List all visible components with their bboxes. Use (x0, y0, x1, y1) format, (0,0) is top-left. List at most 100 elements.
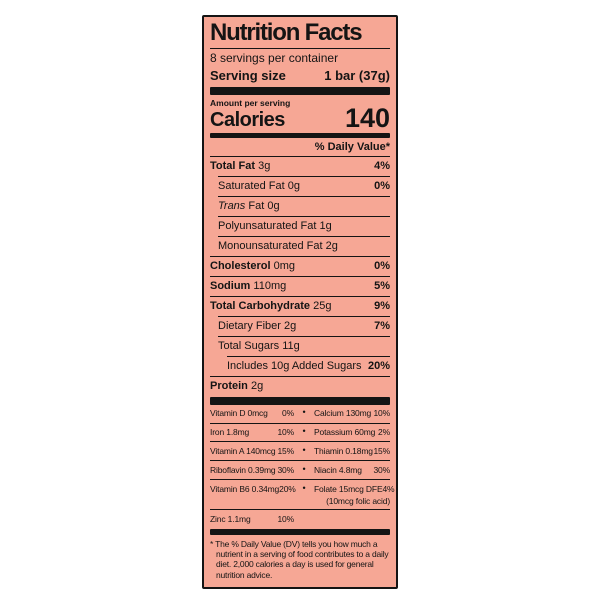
divider (218, 335, 390, 337)
nutrient-dv: 5% (374, 279, 390, 292)
divider (210, 47, 390, 49)
micronutrient-dv: 15% (373, 446, 390, 457)
divider (210, 479, 390, 481)
divider (210, 255, 390, 257)
bullet-separator: • (302, 445, 306, 456)
micronutrient-name: Potassium 60mg (314, 427, 376, 438)
nutrient-row-cholesterol: Cholesterol 0mg 0% (210, 257, 390, 276)
nutrient-amount: 0g (267, 199, 280, 212)
serving-size-value: 1 bar (37g) (324, 67, 390, 83)
nutrient-name: Polyunsaturated Fat (218, 219, 317, 232)
nutrient-row-total-sugars: Total Sugars 11g (210, 337, 390, 356)
nutrient-row-monounsaturated-fat: Monounsaturated Fat 2g (210, 237, 390, 256)
divider (218, 176, 390, 178)
thick-divider-bar (210, 396, 390, 405)
micronutrient-row-vitamin-d-calcium: Vitamin D 0mcg 0% • Calcium 130mg 10% (210, 405, 390, 423)
serving-size-row: Serving size 1 bar (37g) (210, 66, 390, 87)
nutrient-amount: 2g (284, 319, 297, 332)
nutrient-name: Monounsaturated Fat (218, 239, 323, 252)
daily-value-footnote: * The % Daily Value (DV) tells you how m… (210, 538, 389, 580)
nutrient-amount: 3g (258, 159, 271, 172)
nutrient-row-saturated-fat: Saturated Fat 0g 0% (210, 177, 390, 196)
nutrient-name: Dietary Fiber (218, 319, 281, 332)
micronutrient-name: Iron 1.8mg (210, 427, 250, 438)
micronutrient-dv: 30% (277, 464, 294, 475)
micronutrient-name: Vitamin D 0mcg (210, 408, 268, 419)
bullet-separator: • (302, 426, 306, 437)
nutrition-facts-label: Nutrition Facts 8 servings per container… (202, 15, 398, 590)
thick-divider-bar (210, 86, 390, 95)
micronutrient-dv: 10% (277, 427, 294, 438)
nutrient-amount: 0mg (273, 259, 295, 272)
micronutrient-row-iron-potassium: Iron 1.8mg 10% • Potassium 60mg 2% (210, 424, 390, 442)
bullet-separator: • (302, 482, 306, 493)
nutrient-row-total-carbohydrate: Total Carbohydrate 25g 9% (210, 297, 390, 316)
micronutrient-name: Niacin 4.8mg (314, 464, 362, 475)
micronutrient-dv: 10% (277, 513, 294, 524)
bullet-separator: • (302, 463, 306, 474)
micronutrient-row-vitamin-b6-folate: Vitamin B6 0.34mg 20% • Folate 15mcg DFE 4… (210, 480, 395, 498)
nutrient-amount: 110mg (253, 279, 287, 292)
nutrient-row-protein: Protein 2g (210, 377, 390, 396)
micronutrient-dv: 0% (282, 408, 294, 419)
divider (210, 156, 390, 158)
micronutrient-name: Thiamin 0.18mg (314, 446, 373, 457)
micronutrient-row-riboflavin-niacin: Riboflavin 0.39mg 30% • Niacin 4.8mg 30% (210, 461, 390, 479)
divider (218, 235, 390, 237)
micronutrient-dv: 15% (277, 446, 294, 457)
nutrient-name: Total Fat (210, 159, 256, 172)
nutrient-name: Includes 10g Added Sugars (227, 359, 362, 372)
nutrient-amount: 2g (325, 239, 338, 252)
divider (210, 275, 390, 277)
divider (218, 315, 390, 317)
nutrient-dv: 0% (374, 259, 390, 272)
divider (218, 196, 390, 197)
micronutrient-dv: 10% (373, 408, 390, 419)
divider (210, 441, 390, 443)
divider (210, 460, 390, 462)
micronutrient-dv: 20% (279, 483, 296, 494)
nutrient-row-added-sugars: Includes 10g Added Sugars 20% (210, 357, 390, 376)
divider (227, 355, 390, 357)
nutrient-name: Total Sugars (218, 339, 280, 352)
thick-divider-bar (210, 528, 390, 535)
daily-value-header: % Daily Value* (314, 141, 390, 154)
micronutrient-dv: 2% (378, 427, 390, 438)
serving-size-label: Serving size (210, 67, 286, 83)
nutrient-row-trans-fat: Trans Fat 0g (210, 197, 390, 216)
nutrient-dv: 9% (374, 299, 390, 312)
servings-per-container: 8 servings per container (210, 50, 339, 65)
nutrient-amount: 1g (319, 219, 332, 232)
nutrient-row-sodium: Sodium 110mg 5% (210, 277, 390, 296)
divider (210, 508, 390, 510)
micronutrient-name: Folate 15mcg DFE (314, 483, 383, 494)
nutrient-row-polyunsaturated-fat: Polyunsaturated Fat 1g (210, 217, 390, 236)
amount-per-serving-label: Amount per serving (210, 97, 291, 108)
nutrient-name: Total Carbohydrate (210, 299, 311, 312)
divider (210, 422, 390, 424)
bullet-separator: • (302, 407, 306, 418)
nutrient-dv: 4% (374, 159, 390, 172)
micronutrient-name: Calcium 130mg (314, 408, 372, 419)
nutrient-name: Cholesterol (210, 259, 271, 272)
nutrient-name: Fat (248, 199, 265, 212)
folate-note: (10mcg folic acid) (326, 495, 390, 506)
label-title: Nutrition Facts (210, 19, 363, 46)
calories-value: 140 (344, 103, 390, 134)
nutrient-dv: 20% (367, 359, 390, 372)
micronutrient-dv: 4% (382, 483, 395, 494)
nutrient-dv: 7% (374, 319, 390, 332)
nutrient-amount: 2g (250, 379, 264, 392)
micronutrient-name: Riboflavin 0.39mg (210, 464, 276, 475)
medium-divider-bar (210, 133, 390, 139)
micronutrient-name: Vitamin B6 0.34mg (210, 483, 280, 494)
calories-row: Calories 140 (210, 103, 390, 134)
nutrient-name: Sodium (210, 279, 251, 292)
micronutrient-name: Vitamin A 140mcg (210, 446, 276, 457)
nutrient-name: Protein (210, 379, 248, 392)
nutrient-amount: 0g (287, 179, 300, 192)
nutrient-name-italic: Trans (218, 199, 246, 212)
micronutrient-name: Zinc 1.1mg (210, 513, 251, 524)
nutrient-name: Saturated Fat (218, 179, 285, 192)
nutrient-amount: 25g (313, 299, 332, 312)
